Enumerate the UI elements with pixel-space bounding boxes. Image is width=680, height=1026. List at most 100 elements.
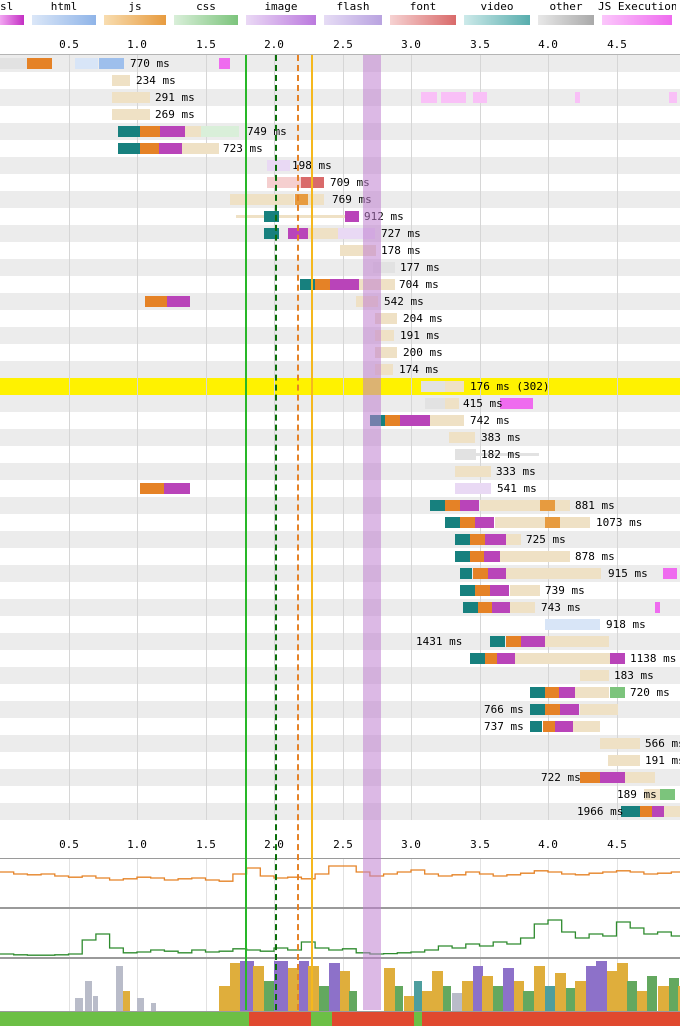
request-segment[interactable]	[495, 517, 546, 528]
request-segment[interactable]	[500, 398, 533, 409]
request-segment[interactable]	[421, 92, 437, 103]
request-segment[interactable]	[288, 228, 309, 239]
request-segment[interactable]	[182, 143, 219, 154]
request-segment[interactable]	[470, 551, 484, 562]
request-segment[interactable]	[455, 534, 470, 545]
request-segment[interactable]	[560, 517, 590, 528]
request-segment[interactable]	[540, 500, 555, 511]
request-segment[interactable]	[455, 551, 470, 562]
request-segment[interactable]	[559, 687, 575, 698]
request-segment[interactable]	[0, 58, 27, 69]
request-row[interactable]: 189 ms	[0, 786, 680, 803]
request-segment[interactable]	[475, 585, 490, 596]
request-row[interactable]: 766 ms	[0, 701, 680, 718]
request-segment[interactable]	[267, 160, 290, 171]
request-segment[interactable]	[545, 619, 600, 630]
request-segment[interactable]	[545, 517, 560, 528]
request-row[interactable]: 743 ms	[0, 599, 680, 616]
request-segment[interactable]	[75, 58, 98, 69]
request-row[interactable]: 204 ms	[0, 310, 680, 327]
request-segment[interactable]	[445, 517, 460, 528]
request-segment[interactable]	[470, 653, 485, 664]
request-segment[interactable]	[580, 772, 601, 783]
request-segment[interactable]	[445, 381, 464, 392]
request-segment[interactable]	[555, 500, 570, 511]
request-segment[interactable]	[506, 568, 601, 579]
request-row[interactable]: 200 ms	[0, 344, 680, 361]
request-row[interactable]: 704 ms	[0, 276, 680, 293]
request-row[interactable]: 178 ms	[0, 242, 680, 259]
request-segment[interactable]	[484, 551, 500, 562]
request-segment[interactable]	[441, 92, 466, 103]
request-segment[interactable]	[112, 75, 130, 86]
request-row[interactable]: 383 ms	[0, 429, 680, 446]
request-segment[interactable]	[330, 279, 359, 290]
request-segment[interactable]	[236, 215, 346, 218]
request-segment[interactable]	[164, 483, 190, 494]
request-row[interactable]: 725 ms	[0, 531, 680, 548]
request-row[interactable]: 1966 ms	[0, 803, 680, 820]
request-row[interactable]: 291 ms	[0, 89, 680, 106]
request-segment[interactable]	[506, 636, 521, 647]
request-segment[interactable]	[118, 143, 140, 154]
request-segment[interactable]	[485, 534, 506, 545]
request-row[interactable]: 333 ms	[0, 463, 680, 480]
request-segment[interactable]	[356, 296, 378, 307]
request-segment[interactable]	[575, 92, 580, 103]
request-segment[interactable]	[480, 500, 540, 511]
request-segment[interactable]	[608, 755, 640, 766]
request-segment[interactable]	[660, 789, 675, 800]
request-segment[interactable]	[506, 534, 521, 545]
request-segment[interactable]	[375, 313, 397, 324]
request-segment[interactable]	[573, 721, 600, 732]
request-segment[interactable]	[385, 415, 400, 426]
request-segment[interactable]	[338, 228, 375, 239]
request-segment[interactable]	[555, 721, 573, 732]
request-row[interactable]: 182 ms	[0, 446, 680, 463]
request-segment[interactable]	[664, 806, 680, 817]
request-row[interactable]: 234 ms	[0, 72, 680, 89]
request-row[interactable]: 1431 ms	[0, 633, 680, 650]
request-segment[interactable]	[488, 568, 506, 579]
request-row[interactable]: 770 ms	[0, 55, 680, 72]
request-segment[interactable]	[140, 483, 165, 494]
request-segment[interactable]	[478, 602, 492, 613]
request-row[interactable]: 541 ms	[0, 480, 680, 497]
request-segment[interactable]	[315, 279, 330, 290]
request-segment[interactable]	[663, 568, 677, 579]
request-segment[interactable]	[445, 398, 459, 409]
request-segment[interactable]	[421, 381, 446, 392]
request-segment[interactable]	[455, 466, 491, 477]
request-segment[interactable]	[112, 109, 150, 120]
request-row[interactable]: 769 ms	[0, 191, 680, 208]
request-segment[interactable]	[500, 551, 570, 562]
request-row[interactable]: 915 ms	[0, 565, 680, 582]
request-row[interactable]: 177 ms	[0, 259, 680, 276]
request-row[interactable]: 881 ms	[0, 497, 680, 514]
request-segment[interactable]	[515, 653, 610, 664]
request-segment[interactable]	[497, 653, 515, 664]
request-row[interactable]: 566 ms	[0, 735, 680, 752]
request-segment[interactable]	[425, 398, 446, 409]
request-segment[interactable]	[118, 126, 140, 137]
request-segment[interactable]	[140, 143, 159, 154]
request-row[interactable]: 1073 ms	[0, 514, 680, 531]
request-row[interactable]: 749 ms	[0, 123, 680, 140]
request-row[interactable]: 183 ms	[0, 667, 680, 684]
request-segment[interactable]	[455, 483, 491, 494]
request-segment[interactable]	[160, 126, 185, 137]
request-segment[interactable]	[530, 687, 545, 698]
request-segment[interactable]	[99, 58, 124, 69]
request-row[interactable]: 739 ms	[0, 582, 680, 599]
request-segment[interactable]	[267, 177, 301, 188]
request-segment[interactable]	[545, 687, 559, 698]
request-segment[interactable]	[490, 585, 509, 596]
request-segment[interactable]	[543, 721, 555, 732]
request-segment[interactable]	[455, 449, 476, 460]
request-segment[interactable]	[475, 453, 539, 456]
request-segment[interactable]	[473, 568, 488, 579]
request-row[interactable]: 542 ms	[0, 293, 680, 310]
request-segment[interactable]	[521, 636, 546, 647]
request-segment[interactable]	[445, 500, 460, 511]
request-segment[interactable]	[301, 177, 324, 188]
